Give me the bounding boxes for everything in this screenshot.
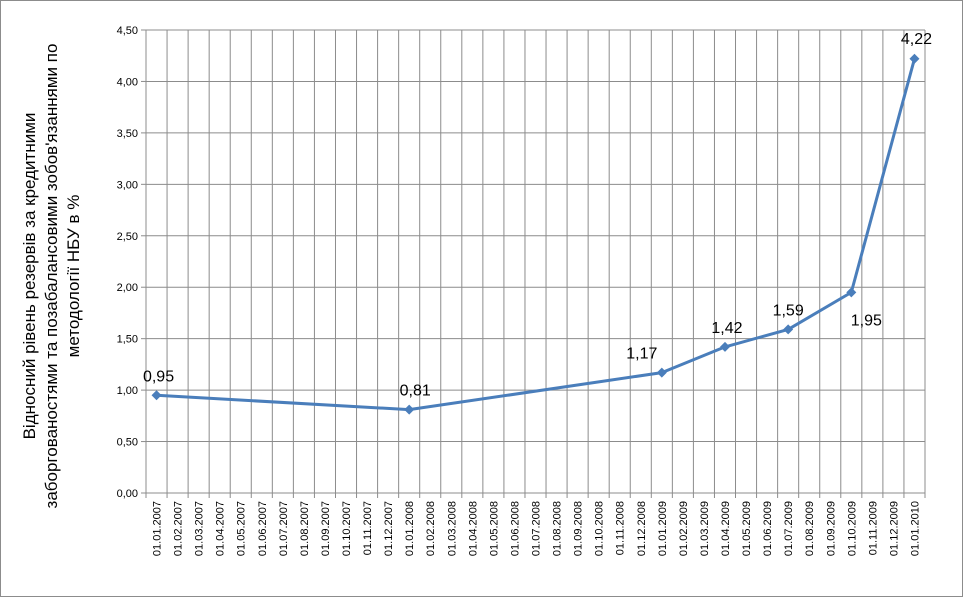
data-label: 4,22 xyxy=(901,31,932,48)
x-tick-label: 01.09.2008 xyxy=(573,501,585,556)
x-tick-label: 01.07.2008 xyxy=(531,501,543,556)
x-tick-label: 01.04.2007 xyxy=(215,501,227,556)
x-tick-label: 01.03.2009 xyxy=(699,501,711,556)
x-tick-label: 01.08.2007 xyxy=(299,501,311,556)
x-tick-label: 01.05.2009 xyxy=(741,501,753,556)
x-tick-label: 01.03.2007 xyxy=(194,501,206,556)
y-tick-label: 1,50 xyxy=(117,334,138,346)
series-line xyxy=(156,58,916,412)
x-tick-label: 01.11.2008 xyxy=(615,501,627,555)
x-tick-label: 01.02.2008 xyxy=(425,501,437,556)
data-point-marker xyxy=(656,367,667,378)
data-label: 1,42 xyxy=(711,320,742,337)
y-axis-title-line-1: Відносний рівень резервів за кредитними xyxy=(20,113,39,440)
y-tick-label: 1,00 xyxy=(117,385,138,397)
x-tick-label: 01.01.2009 xyxy=(657,501,669,556)
y-tick-label: 3,50 xyxy=(117,128,138,140)
y-tick-label: 0,00 xyxy=(117,488,138,500)
x-tick-label: 01.08.2009 xyxy=(804,501,816,556)
y-axis-title-line-2: заборгованостями та позабалансовими зобо… xyxy=(42,44,61,509)
y-tick-label: 4,00 xyxy=(117,76,138,88)
x-tick-label: 01.09.2009 xyxy=(825,501,837,556)
x-tick-label: 01.06.2008 xyxy=(509,501,521,556)
data-point-marker xyxy=(719,341,730,352)
x-tick-label: 01.10.2008 xyxy=(594,501,606,556)
x-tick-label: 01.07.2009 xyxy=(783,501,795,556)
x-tick-label: 01.06.2009 xyxy=(762,501,774,556)
x-tick-label: 01.10.2009 xyxy=(846,501,858,556)
data-point-marker xyxy=(404,404,415,415)
x-tick-label: 01.04.2009 xyxy=(720,501,732,556)
x-tick-label: 01.01.2008 xyxy=(404,501,416,556)
x-tick-label: 01.02.2009 xyxy=(678,501,690,556)
data-point-marker xyxy=(783,324,794,335)
x-tick-label: 01.05.2007 xyxy=(236,501,248,556)
x-tick-label: 01.05.2008 xyxy=(488,501,500,556)
x-tick-label: 01.12.2009 xyxy=(888,501,900,556)
x-tick-label: 01.08.2008 xyxy=(552,501,564,556)
data-point-marker xyxy=(909,53,920,64)
y-tick-label: 2,00 xyxy=(117,282,138,294)
data-label: 0,81 xyxy=(400,383,431,400)
x-tick-label: 01.11.2009 xyxy=(867,501,879,555)
data-label: 1,59 xyxy=(773,302,804,319)
y-axis-title-line-3: методології НБУ в % xyxy=(64,195,83,358)
y-tick-label: 3,00 xyxy=(117,179,138,191)
x-tick-label: 01.06.2007 xyxy=(257,501,269,556)
x-tick-label: 01.02.2007 xyxy=(173,501,185,556)
data-point-marker xyxy=(151,390,162,401)
x-tick-label: 01.01.2010 xyxy=(909,501,921,556)
y-axis-title: Відносний рівень резервів за кредитними … xyxy=(20,44,83,509)
x-tick-label: 01.01.2007 xyxy=(152,501,164,556)
y-tick-label: 0,50 xyxy=(117,437,138,449)
y-tick-label: 4,50 xyxy=(117,25,138,37)
data-label: 1,17 xyxy=(626,346,657,363)
data-point-marker xyxy=(846,287,857,298)
data-label: 0,95 xyxy=(143,368,174,385)
x-tick-label: 01.04.2008 xyxy=(467,501,479,556)
x-tick-label: 01.03.2008 xyxy=(446,501,458,556)
x-tick-label: 01.12.2008 xyxy=(636,501,648,556)
x-tick-label: 01.10.2007 xyxy=(341,501,353,556)
data-label: 1,95 xyxy=(851,312,882,329)
x-tick-label: 01.12.2007 xyxy=(383,501,395,556)
y-tick-label: 2,50 xyxy=(117,231,138,243)
x-tick-label: 01.09.2007 xyxy=(320,501,332,556)
x-tick-label: 01.07.2007 xyxy=(278,501,290,556)
x-tick-label: 01.11.2007 xyxy=(362,501,374,555)
